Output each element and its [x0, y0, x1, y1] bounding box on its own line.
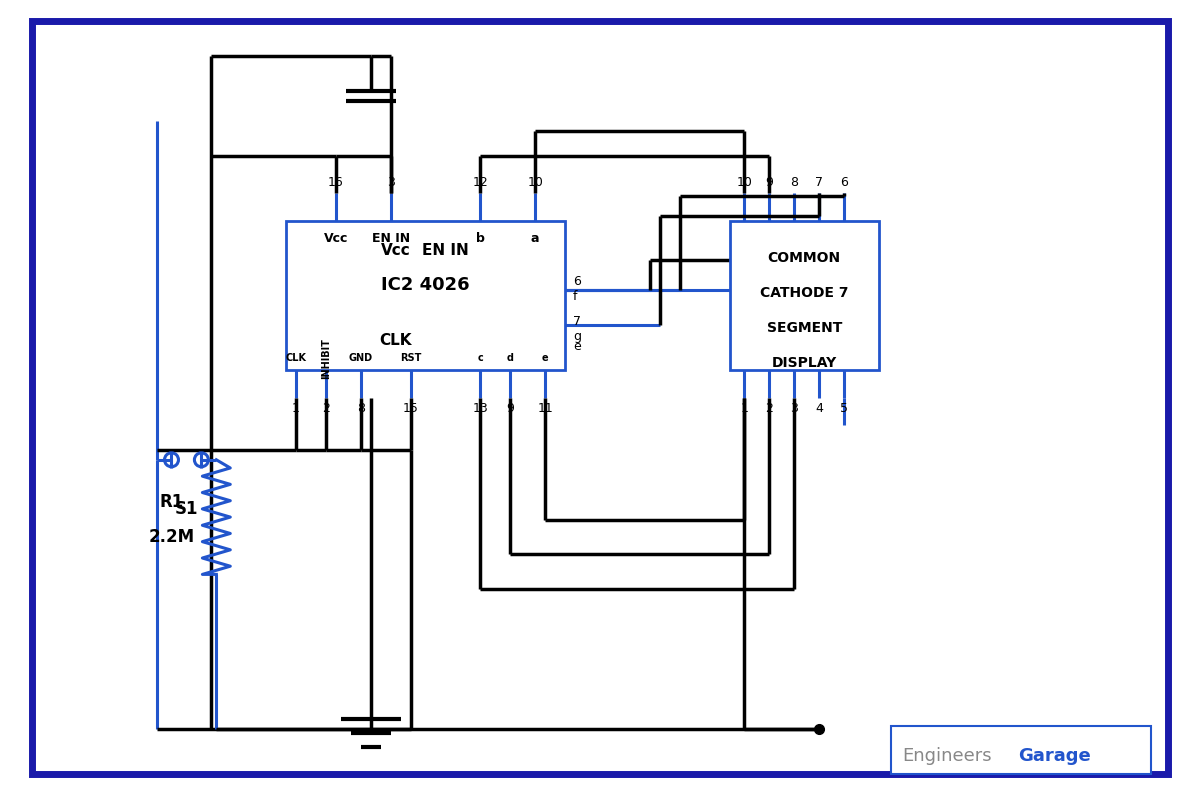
- Text: CLK: CLK: [286, 353, 306, 363]
- Text: 12: 12: [473, 176, 488, 189]
- Bar: [286, 221, 565, 370]
- Text: 1: 1: [292, 402, 300, 415]
- Text: 7: 7: [815, 176, 823, 189]
- Text: R1: R1: [160, 493, 184, 511]
- Text: 3: 3: [791, 402, 798, 415]
- Text: f: f: [574, 290, 577, 303]
- Text: 7: 7: [574, 315, 581, 328]
- Text: 2: 2: [766, 402, 773, 415]
- Bar: [730, 221, 880, 370]
- Text: d: d: [506, 353, 514, 363]
- Text: e: e: [542, 353, 548, 363]
- Text: 9: 9: [506, 402, 515, 415]
- Text: g: g: [574, 330, 581, 343]
- Text: 10: 10: [737, 176, 752, 189]
- Text: 2.2M: 2.2M: [149, 528, 194, 546]
- FancyBboxPatch shape: [32, 22, 1168, 774]
- Text: 5: 5: [840, 402, 848, 415]
- Text: IC2 4026: IC2 4026: [382, 276, 470, 294]
- Text: DISPLAY: DISPLAY: [772, 356, 836, 370]
- Text: SEGMENT: SEGMENT: [767, 322, 842, 335]
- Text: CATHODE 7: CATHODE 7: [760, 286, 848, 300]
- Text: Garage: Garage: [1019, 746, 1091, 765]
- Text: 16: 16: [328, 176, 343, 189]
- Text: CLK: CLK: [379, 333, 412, 348]
- Text: 2: 2: [322, 402, 330, 415]
- Text: S1: S1: [175, 500, 198, 518]
- Text: 11: 11: [538, 402, 553, 415]
- Text: 9: 9: [766, 176, 773, 189]
- Text: 4: 4: [815, 402, 823, 415]
- Text: c: c: [478, 353, 484, 363]
- Text: 6: 6: [574, 275, 581, 288]
- Text: 6: 6: [840, 176, 848, 189]
- Text: 1: 1: [740, 402, 749, 415]
- Text: 10: 10: [527, 176, 544, 189]
- Text: Vcc: Vcc: [324, 232, 348, 245]
- Text: Engineers: Engineers: [902, 746, 991, 765]
- Text: INHIBIT: INHIBIT: [320, 338, 331, 378]
- Text: RST: RST: [400, 353, 421, 363]
- Text: a: a: [530, 232, 540, 245]
- FancyBboxPatch shape: [890, 726, 1151, 774]
- Text: EN IN: EN IN: [422, 243, 469, 258]
- Text: 3: 3: [386, 176, 395, 189]
- Text: 13: 13: [473, 402, 488, 415]
- Text: b: b: [476, 232, 485, 245]
- Text: COMMON: COMMON: [768, 251, 841, 266]
- Text: e: e: [574, 340, 581, 353]
- Text: 8: 8: [356, 402, 365, 415]
- Text: 8: 8: [791, 176, 798, 189]
- Text: 15: 15: [403, 402, 419, 415]
- Text: EN IN: EN IN: [372, 232, 409, 245]
- Text: Vcc: Vcc: [380, 243, 410, 258]
- Text: GND: GND: [349, 353, 373, 363]
